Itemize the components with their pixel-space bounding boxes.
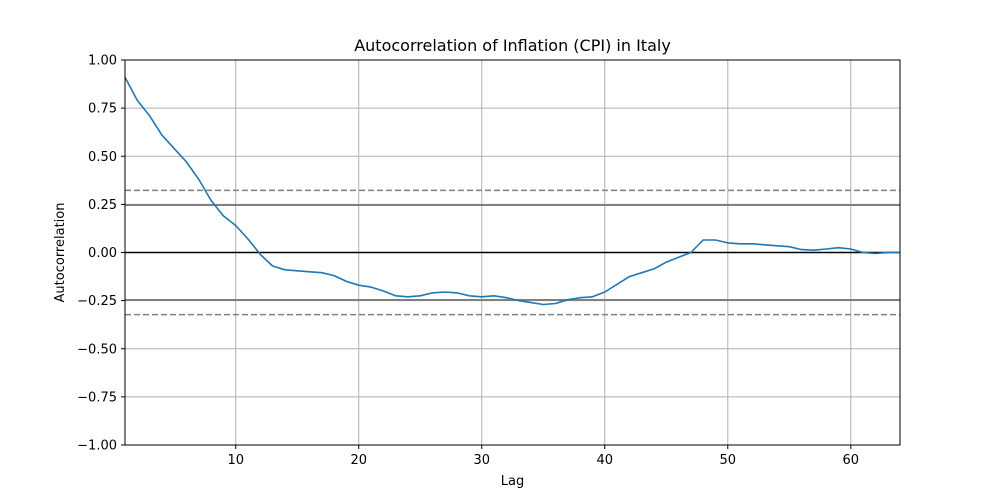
autocorrelation-series-line [124, 76, 900, 306]
y-tick-label: −1.00 [77, 439, 117, 454]
y-tick-label: 0.00 [88, 246, 117, 261]
reference-lines [125, 189, 900, 316]
y-tick-label: 0.75 [88, 102, 117, 117]
y-tick-label: 1.00 [88, 54, 117, 69]
y-tick-label: 0.50 [88, 150, 117, 165]
x-tick-label: 30 [473, 453, 490, 468]
chart-title: Autocorrelation of Inflation (CPI) in It… [354, 36, 671, 55]
x-tick-label: 10 [227, 453, 244, 468]
x-tick-label: 20 [350, 453, 367, 468]
y-tick-label: −0.50 [77, 342, 117, 357]
y-tick-label: −0.25 [77, 294, 117, 309]
x-tick-label: 50 [720, 453, 737, 468]
y-tick-label: 0.25 [88, 198, 117, 213]
x-tick-label: 60 [843, 453, 860, 468]
x-tick-label: 40 [596, 453, 613, 468]
x-axis-label: Lag [501, 474, 524, 489]
y-axis-label: Autocorrelation [53, 203, 68, 303]
x-axis-ticks: 10 20 30 40 50 60 [227, 445, 859, 468]
y-tick-label: −0.75 [77, 390, 117, 405]
y-axis-ticks: −1.00 −0.75 −0.50 −0.25 0.00 0.25 0.50 0.75 1.00 [77, 54, 125, 454]
series-layer [124, 76, 900, 306]
